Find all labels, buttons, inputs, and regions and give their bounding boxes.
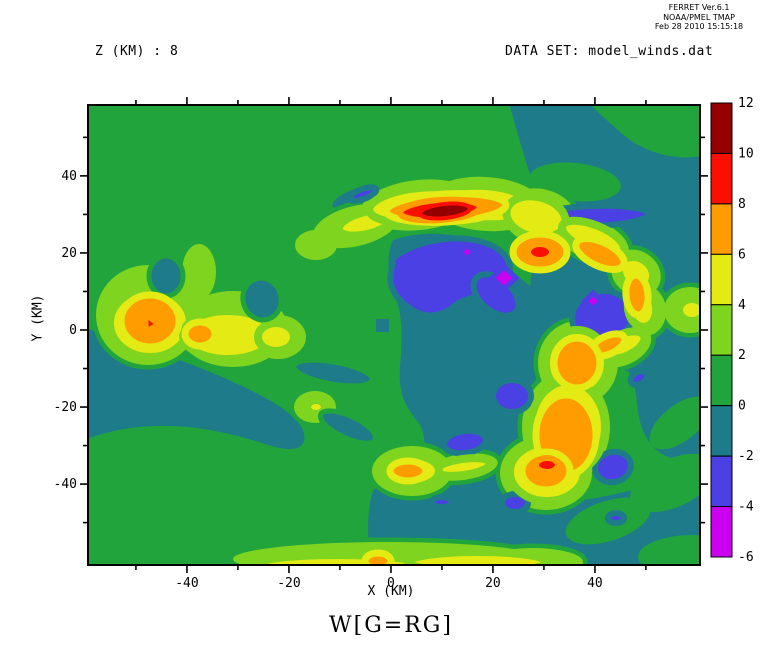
svg-text:-20: -20 — [277, 576, 300, 591]
svg-text:-6: -6 — [738, 550, 754, 565]
svg-text:6: 6 — [738, 247, 746, 262]
svg-text:-20: -20 — [54, 400, 77, 415]
svg-text:-40: -40 — [175, 576, 198, 591]
svg-text:10: 10 — [738, 146, 754, 161]
dataset-label: DATA SET: model_winds.dat — [505, 44, 714, 59]
contour-field — [88, 105, 700, 565]
x-axis-label: X (KM) — [367, 584, 415, 599]
plot-title: W[G=RG] — [329, 613, 453, 638]
svg-text:20: 20 — [61, 246, 77, 261]
svg-text:-2: -2 — [738, 449, 754, 464]
svg-text:0: 0 — [69, 323, 77, 338]
plot-frame — [87, 104, 701, 566]
svg-text:40: 40 — [61, 169, 77, 184]
svg-text:8: 8 — [738, 197, 746, 212]
svg-text:4: 4 — [738, 298, 746, 313]
z-slice-label: Z (KM) : 8 — [95, 44, 179, 59]
svg-text:40: 40 — [587, 576, 603, 591]
svg-text:12: 12 — [738, 96, 754, 111]
axis-ticks: -40 -20 0 20 40 40 20 0 -20 -40 — [54, 97, 708, 591]
svg-text:20: 20 — [485, 576, 501, 591]
svg-text:2: 2 — [738, 348, 746, 363]
ferret-version-line: FERRET Ver.6.1 — [668, 3, 730, 12]
svg-text:0: 0 — [738, 399, 746, 414]
svg-text:-40: -40 — [54, 477, 77, 492]
svg-text:-4: -4 — [738, 500, 754, 515]
svg-text:0: 0 — [387, 576, 395, 591]
ferret-version-header: FERRET Ver.6.1 NOAA/PMEL TMAP Feb 28 201… — [640, 3, 758, 32]
colorbar: 12 10 8 6 4 2 0 -2 -4 -6 — [710, 96, 754, 565]
timestamp-line: Feb 28 2010 15:15:18 — [654, 22, 744, 31]
noaa-pmel-line: NOAA/PMEL TMAP — [663, 12, 735, 22]
